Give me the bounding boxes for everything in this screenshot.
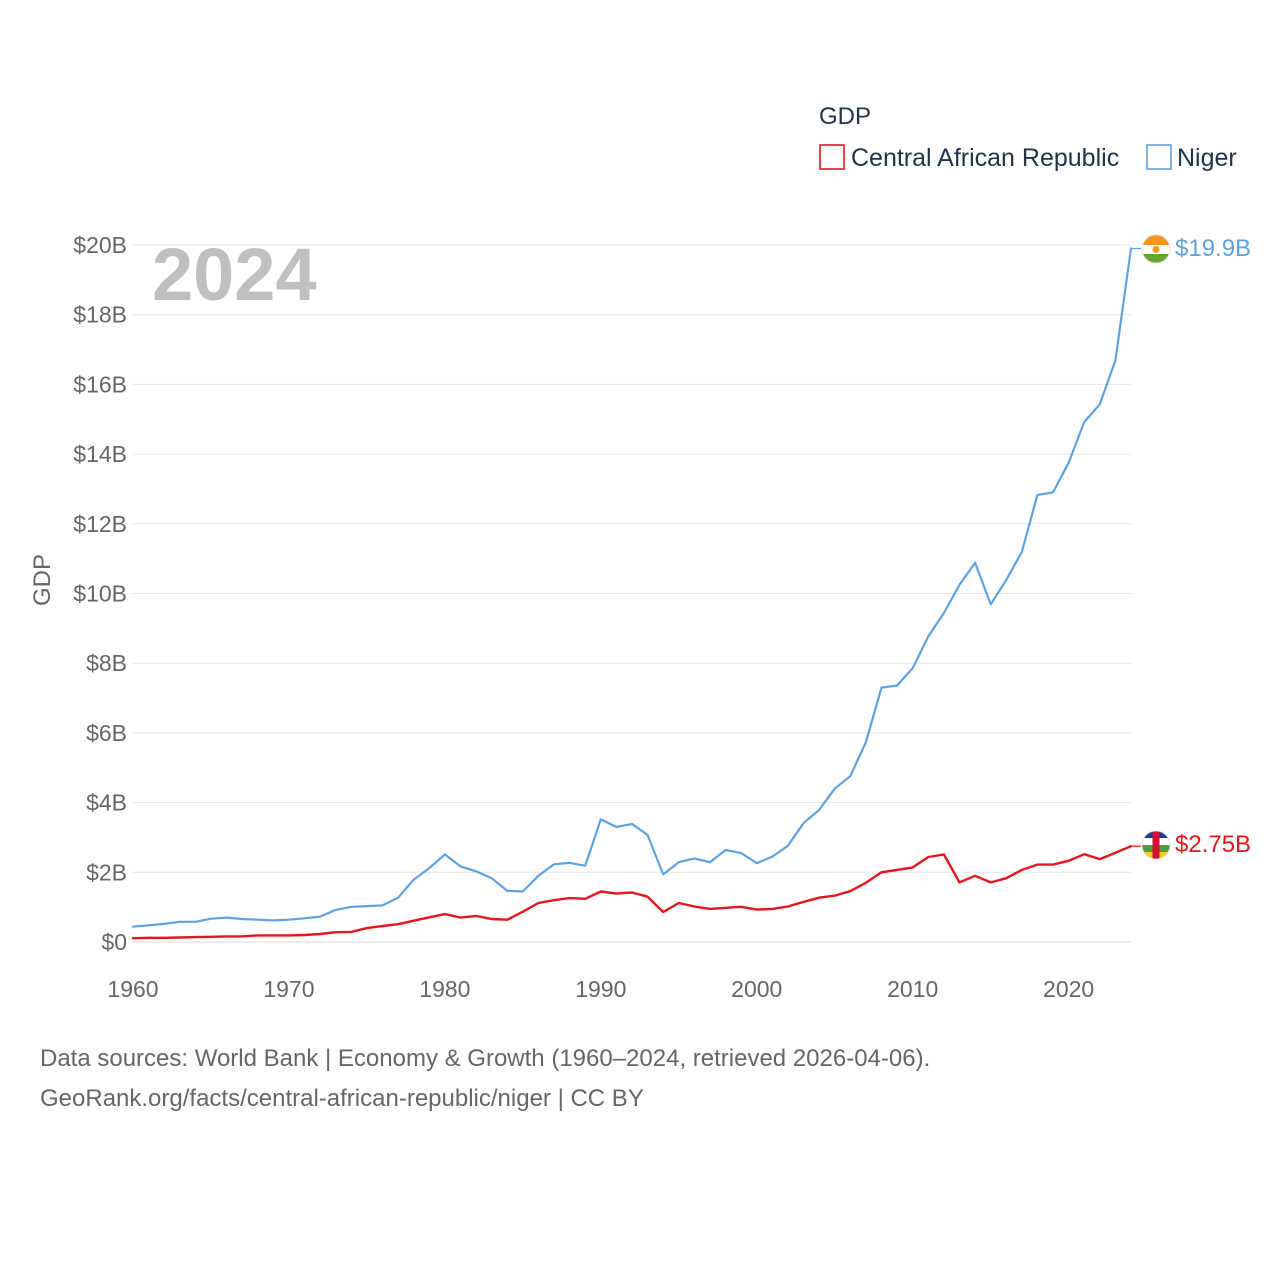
x-axis: 1960 1970 1980 1990 2000 2010 2020 [107,976,1094,1002]
y-tick-label: $2B [86,859,127,885]
x-tick-label: 1960 [107,976,158,1002]
y-tick-label: $6B [86,720,127,746]
legend-title: GDP [819,103,871,130]
y-tick-label: $20B [73,232,127,258]
niger-flag-icon [1141,234,1171,264]
legend: GDP Central African Republic Niger [819,103,1237,172]
y-axis-title: GDP [29,554,56,606]
legend-label-niger[interactable]: Niger [1177,144,1237,172]
y-axis: $0 $2B $4B $6B $8B $10B $12B $14B $16B $18B $20B [73,232,127,955]
car-flag-icon [1141,830,1171,860]
y-tick-label: $18B [73,302,127,328]
y-tick-label: $0 [101,929,127,955]
series-lines [131,247,1141,940]
footer-url: GeoRank.org/facts/central-african-republ… [40,1085,644,1112]
legend-swatch-niger[interactable] [1146,144,1172,170]
y-tick-label: $14B [73,441,127,467]
y-tick-label: $12B [73,511,127,537]
x-tick-label: 1970 [263,976,314,1002]
y-tick-label: $10B [73,581,127,607]
car-end-label: $2.75B [1175,831,1251,858]
niger-end-label: $19.9B [1175,235,1251,262]
y-tick-label: $8B [86,650,127,676]
x-tick-label: 1990 [575,976,626,1002]
y-tick-label: $4B [86,790,127,816]
x-tick-label: 2010 [887,976,938,1002]
x-tick-label: 2000 [731,976,782,1002]
x-tick-label: 1980 [419,976,470,1002]
series-line-niger[interactable] [131,247,1133,928]
x-tick-label: 2020 [1043,976,1094,1002]
grid-lines [133,244,1131,943]
legend-label-car[interactable]: Central African Republic [851,144,1119,172]
y-tick-label: $16B [73,371,127,397]
year-label: 2024 [152,233,317,316]
legend-swatch-car[interactable] [819,144,845,170]
footer-sources: Data sources: World Bank | Economy & Gro… [40,1045,931,1072]
series-line-car[interactable] [131,845,1133,940]
